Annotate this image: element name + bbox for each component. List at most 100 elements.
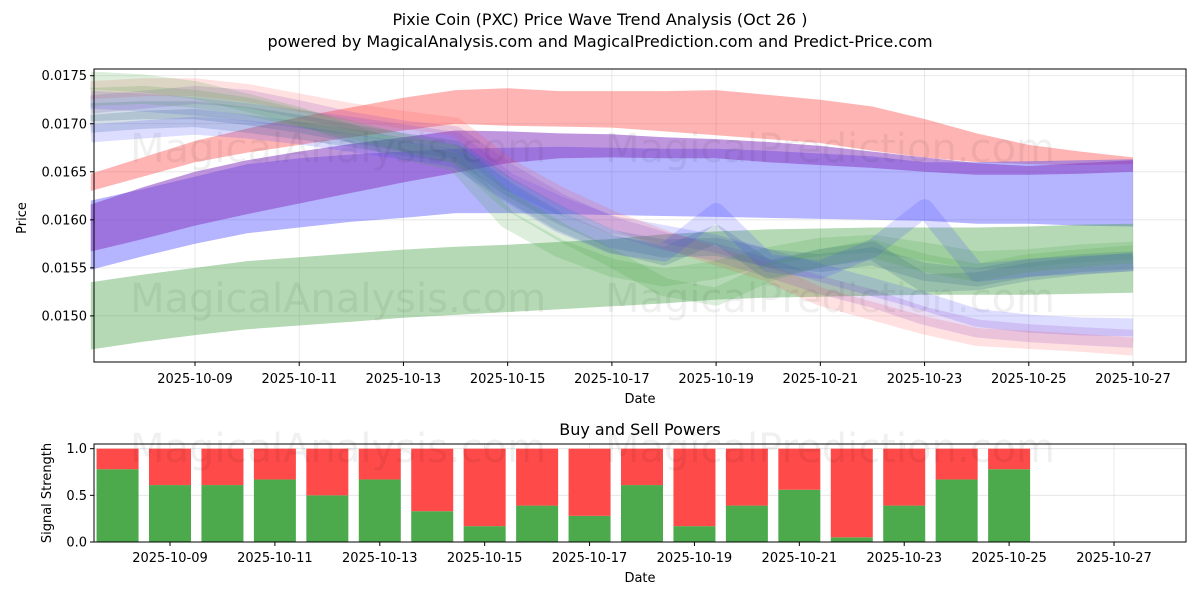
sell-bar: [149, 448, 191, 486]
signal-y-ticks: 0.0 0.5 1.0: [66, 442, 94, 551]
buy-bar: [463, 526, 506, 542]
wave-line: [89, 85, 1134, 348]
price-wave-lines: [89, 71, 1134, 356]
buy-bar: [725, 505, 768, 542]
signal-y-tick-label: 1.0: [66, 442, 87, 457]
price-chart: MagicalAnalysis.com MagicalPrediction.co…: [15, 68, 1187, 407]
price-x-tick-label: 2025-10-15: [470, 372, 546, 387]
signal-x-tick-label: 2025-10-19: [657, 551, 733, 566]
price-y-tick-label: 0.0150: [42, 309, 88, 324]
sell-bar: [568, 448, 611, 516]
watermark-prediction-bottom: MagicalPrediction.com: [605, 426, 1055, 472]
price-y-label: Price: [15, 202, 30, 234]
buy-bar: [568, 515, 611, 542]
sell-bar: [778, 448, 821, 490]
signal-x-tick-label: 2025-10-23: [866, 551, 942, 566]
wave-line: [90, 101, 1134, 287]
sell-bar: [883, 448, 926, 506]
sell-bar: [621, 448, 663, 486]
signal-y-label: Signal Strength: [40, 443, 55, 543]
price-y-tick-label: 0.0165: [42, 165, 88, 180]
signal-x-tick-label: 2025-10-27: [1076, 551, 1152, 566]
price-x-tick-label: 2025-10-25: [991, 372, 1067, 387]
sell-bar: [830, 448, 873, 538]
band-green-band: [90, 223, 1133, 350]
buy-bar: [830, 537, 873, 542]
signal-x-tick-label: 2025-10-13: [342, 551, 418, 566]
price-y-tick-label: 0.0170: [42, 117, 88, 132]
buy-bar: [411, 511, 454, 542]
price-x-tick-label: 2025-10-09: [157, 372, 233, 387]
price-x-label: Date: [624, 392, 655, 407]
watermark-analysis-top: MagicalAnalysis.com: [130, 126, 546, 172]
buy-bar: [673, 526, 716, 542]
buy-bar: [201, 485, 244, 542]
buy-bar: [778, 489, 821, 542]
buy-bar: [988, 469, 1031, 542]
price-x-tick-label: 2025-10-19: [678, 372, 754, 387]
price-x-tick-label: 2025-10-27: [1095, 372, 1171, 387]
watermark-prediction-top: MagicalPrediction.com: [605, 126, 1055, 172]
price-y-tick-label: 0.0160: [42, 213, 88, 228]
signal-bars: [96, 448, 1031, 542]
signal-x-tick-label: 2025-10-09: [132, 551, 208, 566]
price-y-tick-label: 0.0175: [42, 69, 88, 84]
signal-x-tick-label: 2025-10-21: [762, 551, 838, 566]
wave-line: [90, 85, 1134, 306]
wave-line: [90, 78, 1134, 356]
chart-subtitle: powered by MagicalAnalysis.com and Magic…: [267, 32, 932, 51]
wave-line: [90, 71, 1134, 287]
sell-bar: [935, 448, 978, 480]
price-x-tick-label: 2025-10-13: [366, 372, 442, 387]
buy-bar: [621, 485, 663, 542]
signal-x-tick-label: 2025-10-17: [552, 551, 628, 566]
sell-bar: [96, 448, 139, 470]
price-grid: [94, 69, 1186, 362]
sell-bar: [988, 448, 1031, 470]
signal-y-tick-label: 0.5: [66, 489, 87, 504]
price-bands: [90, 88, 1133, 350]
sell-bar: [306, 448, 349, 496]
signal-x-ticks: 2025-10-09 2025-10-11 2025-10-13 2025-10-15…: [132, 542, 1152, 566]
price-x-ticks: 2025-10-09 2025-10-11 2025-10-13 2025-10-15…: [157, 362, 1171, 387]
wave-line: [90, 116, 1134, 282]
signal-chart: Buy and Sell Powers MagicalAnalysis.com …: [40, 420, 1187, 586]
signal-x-tick-label: 2025-10-15: [447, 551, 523, 566]
wave-line: [90, 90, 1134, 337]
signal-x-label: Date: [624, 571, 655, 586]
price-x-tick-label: 2025-10-21: [783, 372, 859, 387]
chart-title: Pixie Coin (PXC) Price Wave Trend Analys…: [392, 10, 807, 29]
price-y-tick-label: 0.0155: [42, 261, 88, 276]
price-plot-border: [93, 68, 1187, 363]
signal-chart-title: Buy and Sell Powers: [559, 420, 721, 439]
buy-bar: [516, 505, 559, 542]
sell-bar: [358, 448, 401, 480]
buy-bar: [935, 479, 978, 542]
signal-plot-border: [93, 443, 1187, 543]
band-purple-band: [90, 130, 1133, 252]
watermark-analysis-bottom: MagicalAnalysis.com: [130, 426, 546, 472]
signal-y-tick-label: 0.0: [66, 536, 87, 551]
price-x-tick-label: 2025-10-11: [261, 372, 337, 387]
sell-bar: [411, 448, 454, 512]
sell-bar: [725, 448, 768, 506]
buy-bar: [253, 479, 296, 542]
buy-bar: [306, 495, 349, 542]
signal-x-tick-label: 2025-10-25: [971, 551, 1047, 566]
sell-bar: [463, 448, 506, 527]
watermark-analysis-mid: MagicalAnalysis.com: [130, 276, 546, 322]
buy-bar: [149, 485, 191, 542]
band-red-band: [90, 88, 1133, 191]
sell-bar: [516, 448, 559, 506]
buy-bar: [96, 469, 139, 542]
price-plot-area: [94, 69, 1186, 362]
buy-bar: [358, 479, 401, 542]
price-y-ticks: 0.0150 0.0155 0.0160 0.0165 0.0170 0.0175: [42, 69, 94, 324]
signal-x-tick-label: 2025-10-11: [237, 551, 313, 566]
price-x-tick-label: 2025-10-23: [887, 372, 963, 387]
watermark-prediction-mid: MagicalPrediction.com: [605, 276, 1055, 322]
buy-bar: [883, 505, 926, 542]
price-x-tick-label: 2025-10-17: [574, 372, 650, 387]
sell-bar: [253, 448, 296, 480]
